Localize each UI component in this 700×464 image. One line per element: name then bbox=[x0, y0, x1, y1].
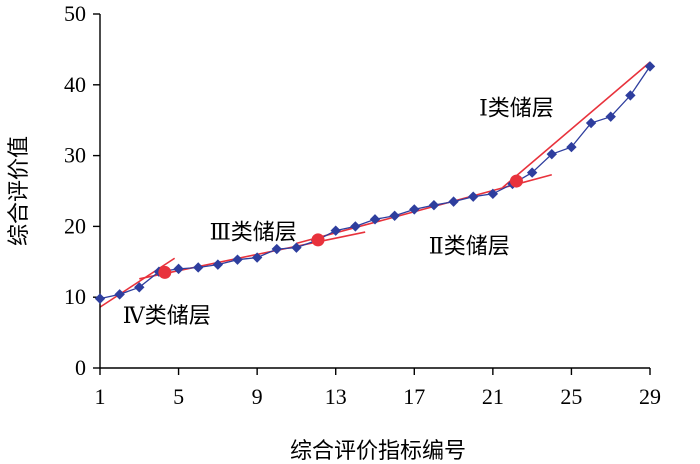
data-point-20 bbox=[487, 188, 499, 200]
y-tick-label-1: 10 bbox=[64, 284, 86, 309]
data-point-5 bbox=[193, 262, 204, 273]
data-point-18 bbox=[448, 196, 459, 207]
y-axis-title: 综合评价值 bbox=[6, 136, 31, 246]
data-point-12 bbox=[330, 225, 341, 236]
data-point-27 bbox=[625, 90, 636, 101]
y-tick-label-3: 30 bbox=[64, 143, 86, 168]
x-tick-label-6: 25 bbox=[560, 384, 582, 409]
data-point-10 bbox=[291, 242, 302, 253]
data-point-13 bbox=[350, 221, 361, 232]
breakpoint-1 bbox=[311, 233, 325, 247]
x-tick-label-2: 9 bbox=[252, 384, 263, 409]
y-tick-label-4: 40 bbox=[64, 72, 86, 97]
x-tick-label-0: 1 bbox=[95, 384, 106, 409]
data-point-9 bbox=[271, 243, 282, 255]
annotation-3: Ⅳ类储层 bbox=[123, 303, 211, 328]
data-point-26 bbox=[605, 111, 616, 122]
data-point-16 bbox=[409, 204, 420, 215]
fit-line-3 bbox=[502, 61, 651, 189]
x-axis-title: 综合评价指标编号 bbox=[290, 438, 466, 463]
axes: 0 10 20 30 40 50 1 5 9 13 17 21 25 29 bbox=[64, 1, 661, 409]
data-point-17 bbox=[428, 199, 440, 211]
annotation-1: Ⅱ类储层 bbox=[429, 234, 510, 259]
x-tick-label-7: 29 bbox=[639, 384, 661, 409]
fit-lines bbox=[99, 61, 651, 308]
breakpoint-2 bbox=[509, 174, 523, 188]
data-point-8 bbox=[251, 252, 263, 263]
data-point-28 bbox=[644, 61, 656, 72]
data-point-25 bbox=[585, 117, 597, 129]
data-series bbox=[94, 61, 656, 304]
annotation-2: Ⅲ类储层 bbox=[210, 219, 297, 244]
data-point-14 bbox=[369, 214, 381, 225]
data-point-24 bbox=[566, 141, 577, 153]
data-point-4 bbox=[173, 263, 184, 275]
y-tick-label-2: 20 bbox=[64, 213, 86, 238]
fit-line-0 bbox=[99, 257, 176, 308]
x-tick-label-3: 13 bbox=[325, 384, 347, 409]
data-point-22 bbox=[526, 167, 538, 178]
breakpoints bbox=[158, 174, 523, 279]
y-tick-label-5: 50 bbox=[64, 1, 86, 26]
data-point-15 bbox=[389, 210, 400, 221]
series-line-0 bbox=[99, 66, 651, 300]
data-point-23 bbox=[546, 148, 557, 160]
breakpoint-0 bbox=[158, 265, 172, 279]
data-point-19 bbox=[468, 191, 479, 202]
y-tick-label-0: 0 bbox=[75, 355, 86, 380]
annotation-0: Ⅰ类储层 bbox=[479, 95, 554, 120]
annotations: Ⅰ类储层 Ⅱ类储层 Ⅲ类储层 Ⅳ类储层 bbox=[123, 95, 554, 327]
data-point-0 bbox=[94, 293, 106, 304]
x-tick-label-4: 17 bbox=[403, 384, 425, 409]
data-point-2 bbox=[134, 282, 145, 293]
data-point-7 bbox=[232, 254, 243, 265]
x-tick-label-1: 5 bbox=[173, 384, 184, 409]
data-point-6 bbox=[212, 259, 224, 270]
data-point-1 bbox=[114, 289, 125, 300]
x-tick-label-5: 21 bbox=[482, 384, 504, 409]
